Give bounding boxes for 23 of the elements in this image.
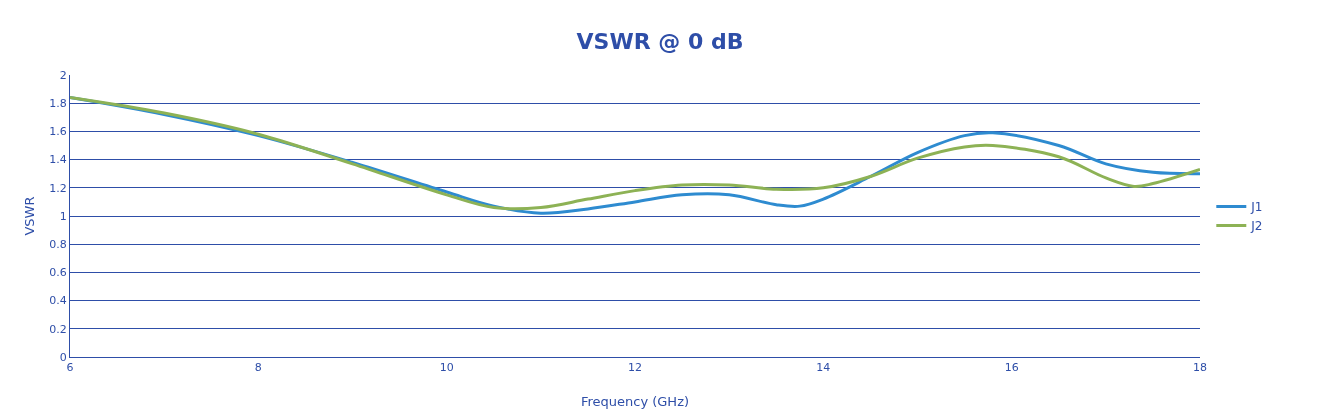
y-tick-label: 2 [59, 68, 67, 82]
y-tick-label: 0.4 [49, 294, 67, 308]
y-tick-label: 1.2 [49, 181, 67, 195]
legend-label: J1 [1250, 200, 1263, 215]
y-tick-label: 1.4 [49, 153, 67, 167]
x-tick-label: 6 [66, 361, 74, 375]
y-axis-title: VSWR [22, 196, 37, 236]
x-axis-title: Frequency (GHz) [580, 394, 690, 409]
y-tick-label: 0.8 [49, 238, 67, 252]
x-tick-label: 18 [1193, 361, 1207, 375]
y-tick-label: 1.6 [49, 125, 67, 139]
y-tick-label: 0.2 [49, 322, 67, 336]
legend-label: J2 [1250, 219, 1263, 234]
y-tick-label: 0.6 [49, 266, 67, 280]
y-tick-label: 1 [59, 209, 67, 223]
x-tick-label: 10 [439, 361, 454, 375]
chart-title: VSWR @ 0 dB [576, 28, 744, 54]
x-tick-label: 16 [1004, 361, 1019, 375]
x-tick-label: 8 [254, 361, 262, 375]
y-tick-label: 1.8 [49, 97, 67, 111]
x-tick-label: 14 [816, 361, 831, 375]
x-tick-label: 12 [628, 361, 642, 375]
y-tick-label: 0 [59, 350, 67, 364]
